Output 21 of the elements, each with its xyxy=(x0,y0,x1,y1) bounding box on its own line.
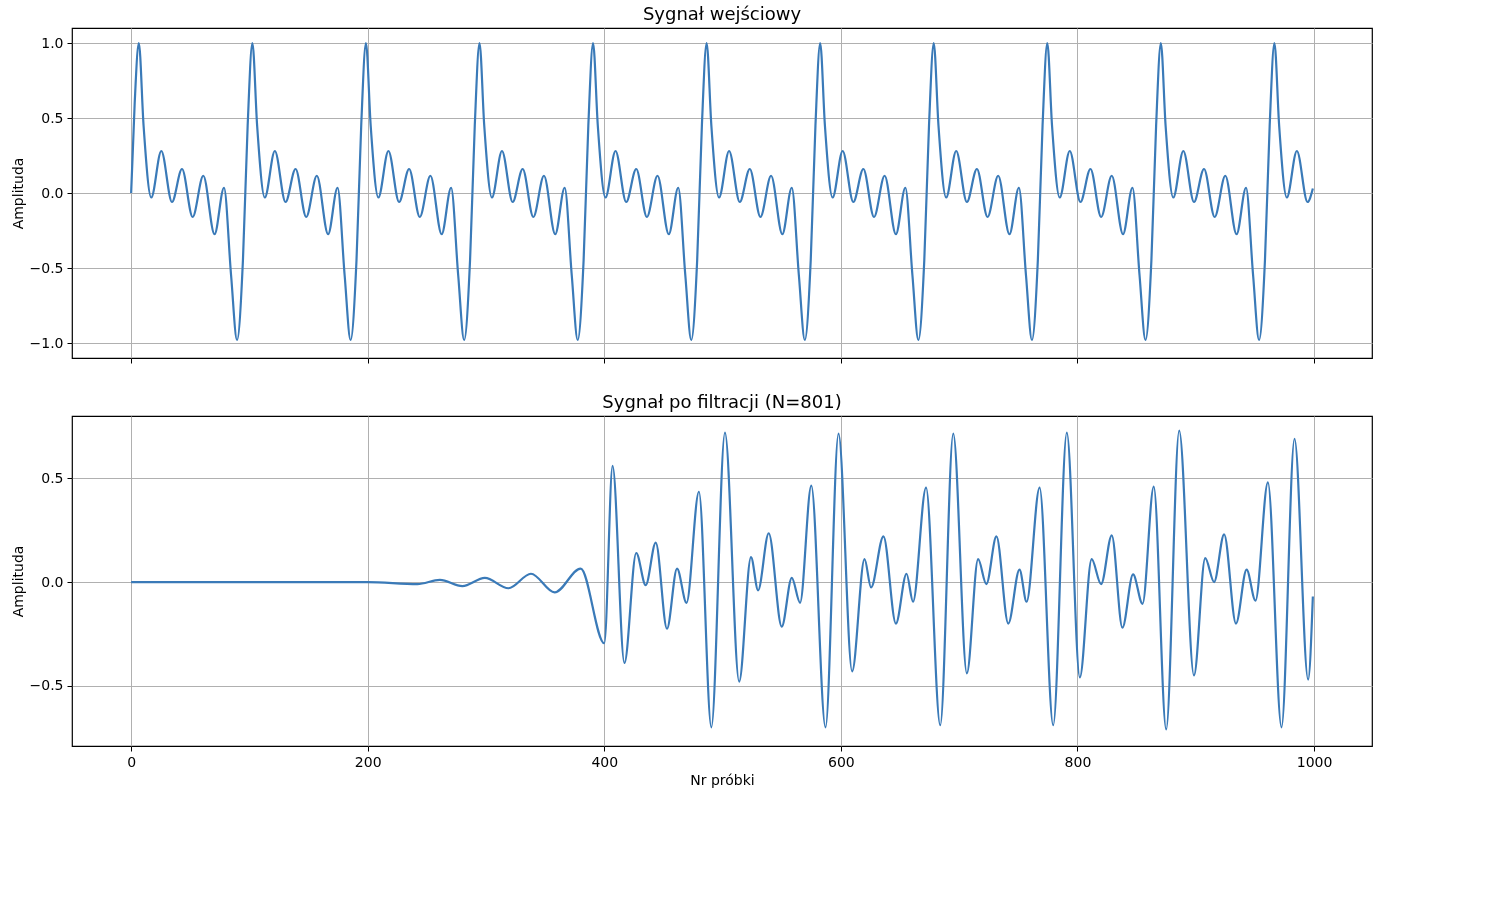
x-tick-label: 0 xyxy=(127,753,137,770)
x-axis-title: Nr próbki xyxy=(690,771,755,788)
x-tick-label: 400 xyxy=(591,753,619,770)
x-tick-label: 800 xyxy=(1064,753,1092,770)
x-tick-label: 1000 xyxy=(1296,753,1333,770)
y-tick-label: 0.5 xyxy=(41,109,64,126)
y-tick-label: 0.5 xyxy=(41,469,64,486)
chart-title: Sygnał po filtracji (N=801) xyxy=(602,391,842,412)
line-series xyxy=(130,41,1314,342)
x-tick-label: 200 xyxy=(354,753,382,770)
y-axis-title: Amplituda xyxy=(9,157,26,230)
y-tick-label: −0.5 xyxy=(29,259,64,276)
y-tick-label: 0.0 xyxy=(41,573,64,590)
y-tick-label: 0.0 xyxy=(41,184,64,201)
x-tick-label: 600 xyxy=(828,753,855,770)
y-tick-label: 1.0 xyxy=(41,34,64,51)
y-axis-title: Amplituda xyxy=(9,545,26,618)
chart-title: Sygnał wejściowy xyxy=(642,3,802,24)
line-series xyxy=(130,429,1314,731)
y-tick-label: −1.0 xyxy=(29,334,64,351)
y-tick-label: −0.5 xyxy=(29,677,64,694)
